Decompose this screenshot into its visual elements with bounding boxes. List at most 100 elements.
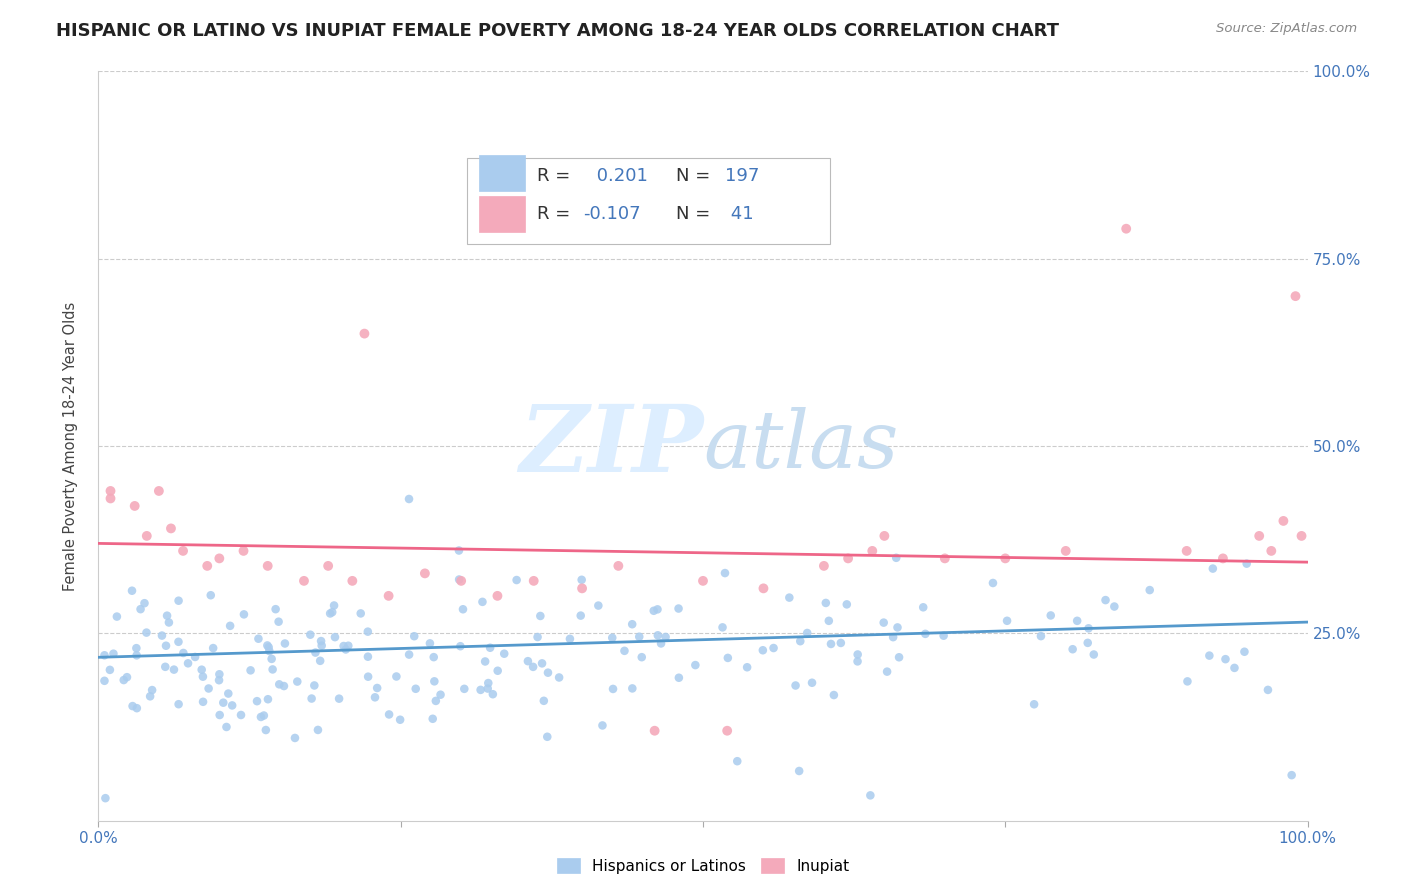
Point: [887, 650, 910, 665]
Point: [257, 640, 280, 655]
Point: [212, 696, 235, 710]
Point: [311, 639, 333, 653]
Point: [139, 690, 162, 704]
Text: 197: 197: [724, 168, 759, 186]
Point: [385, 669, 408, 683]
Point: [1212, 551, 1234, 566]
Point: [533, 694, 555, 708]
Point: [267, 615, 290, 629]
Point: [1115, 221, 1137, 235]
Point: [342, 574, 364, 588]
Point: [292, 574, 315, 588]
Text: ZIP: ZIP: [519, 401, 703, 491]
Point: [150, 629, 173, 643]
Point: [172, 646, 194, 660]
Point: [813, 558, 835, 573]
Point: [470, 682, 492, 697]
Point: [787, 764, 810, 778]
Point: [217, 687, 239, 701]
Point: [785, 678, 807, 692]
Point: [157, 615, 180, 630]
Point: [711, 620, 734, 634]
Text: 0.201: 0.201: [591, 168, 647, 186]
Point: [259, 644, 281, 658]
Point: [1139, 583, 1161, 598]
Point: [685, 658, 707, 673]
Point: [239, 664, 262, 678]
Point: [256, 558, 278, 573]
Point: [643, 604, 665, 618]
Point: [1094, 593, 1116, 607]
Point: [600, 631, 623, 645]
Point: [628, 630, 651, 644]
Point: [716, 723, 738, 738]
Point: [304, 678, 326, 692]
Point: [471, 595, 494, 609]
Point: [531, 657, 554, 671]
Point: [328, 691, 350, 706]
Point: [837, 551, 859, 566]
Point: [246, 694, 269, 708]
Point: [121, 699, 143, 714]
Point: [846, 654, 869, 668]
Point: [1175, 544, 1198, 558]
Text: N =: N =: [676, 168, 717, 186]
Point: [830, 636, 852, 650]
Point: [191, 670, 214, 684]
Point: [569, 608, 592, 623]
Point: [630, 650, 652, 665]
Point: [789, 634, 811, 648]
Point: [366, 681, 388, 695]
Point: [135, 625, 157, 640]
Point: [588, 599, 610, 613]
Point: [262, 662, 284, 676]
Point: [934, 551, 956, 566]
Point: [378, 707, 401, 722]
Point: [316, 558, 339, 573]
Point: [801, 675, 824, 690]
Point: [250, 710, 273, 724]
Point: [526, 630, 548, 644]
Point: [269, 677, 291, 691]
Point: [1260, 544, 1282, 558]
Point: [647, 602, 669, 616]
Point: [253, 708, 276, 723]
Point: [257, 692, 280, 706]
Point: [571, 582, 593, 596]
Point: [357, 624, 380, 639]
Point: [571, 573, 593, 587]
Point: [650, 636, 672, 650]
Point: [273, 679, 295, 693]
Point: [419, 636, 441, 650]
Point: [156, 608, 179, 623]
Point: [422, 650, 444, 665]
Point: [1257, 682, 1279, 697]
Point: [155, 660, 177, 674]
Point: [304, 646, 326, 660]
Point: [817, 614, 839, 628]
Point: [141, 683, 163, 698]
Point: [717, 651, 740, 665]
Point: [1039, 608, 1062, 623]
Point: [167, 635, 190, 649]
Point: [350, 607, 373, 621]
Point: [202, 641, 225, 656]
Point: [914, 627, 936, 641]
Point: [873, 529, 896, 543]
Point: [692, 574, 714, 588]
Point: [195, 558, 218, 573]
Point: [1291, 529, 1313, 543]
Point: [423, 674, 446, 689]
Point: [208, 667, 231, 681]
Point: [232, 544, 254, 558]
Point: [1177, 674, 1199, 689]
Point: [1202, 561, 1225, 575]
Point: [184, 649, 207, 664]
Point: [125, 701, 148, 715]
Point: [115, 670, 138, 684]
Point: [256, 639, 278, 653]
Point: [558, 632, 581, 646]
Point: [537, 665, 560, 680]
Point: [422, 712, 444, 726]
Point: [981, 576, 1004, 591]
